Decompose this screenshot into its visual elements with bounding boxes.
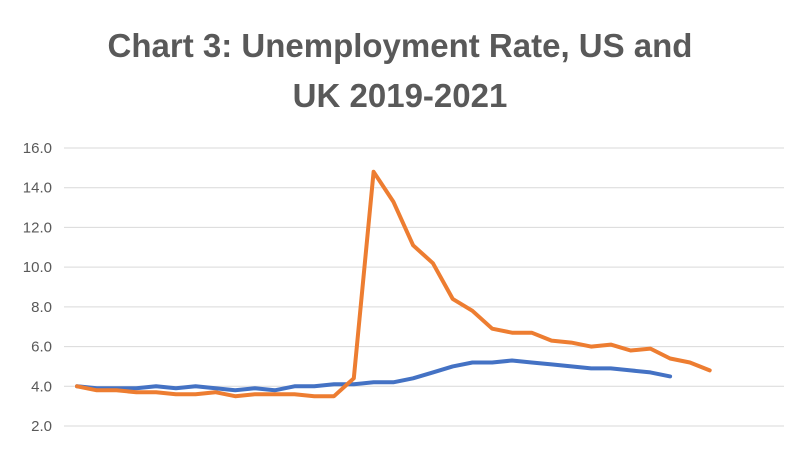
y-tick-label: 6.0 — [31, 339, 52, 356]
y-tick-label: 8.0 — [31, 299, 52, 316]
gridlines — [64, 147, 784, 427]
series-line-1 — [75, 358, 673, 393]
y-tick-label: 10.0 — [23, 259, 52, 276]
series-lines — [75, 169, 712, 399]
y-tick-label: 14.0 — [23, 180, 52, 197]
y-tick-label: 12.0 — [23, 219, 52, 236]
y-axis-tick-labels: 2.0 4.0 6.0 8.0 10.0 12.0 14.0 16.0 — [23, 140, 52, 435]
series-line-2 — [75, 169, 712, 399]
chart-title-line-2: UK 2019-2021 — [293, 77, 508, 114]
chart-title: Chart 3: Unemployment Rate, US and UK 20… — [108, 27, 693, 114]
chart-title-line-1: Chart 3: Unemployment Rate, US and — [108, 27, 693, 64]
y-tick-label: 4.0 — [31, 378, 52, 395]
y-tick-label: 16.0 — [23, 140, 52, 157]
y-tick-label: 2.0 — [31, 418, 52, 435]
